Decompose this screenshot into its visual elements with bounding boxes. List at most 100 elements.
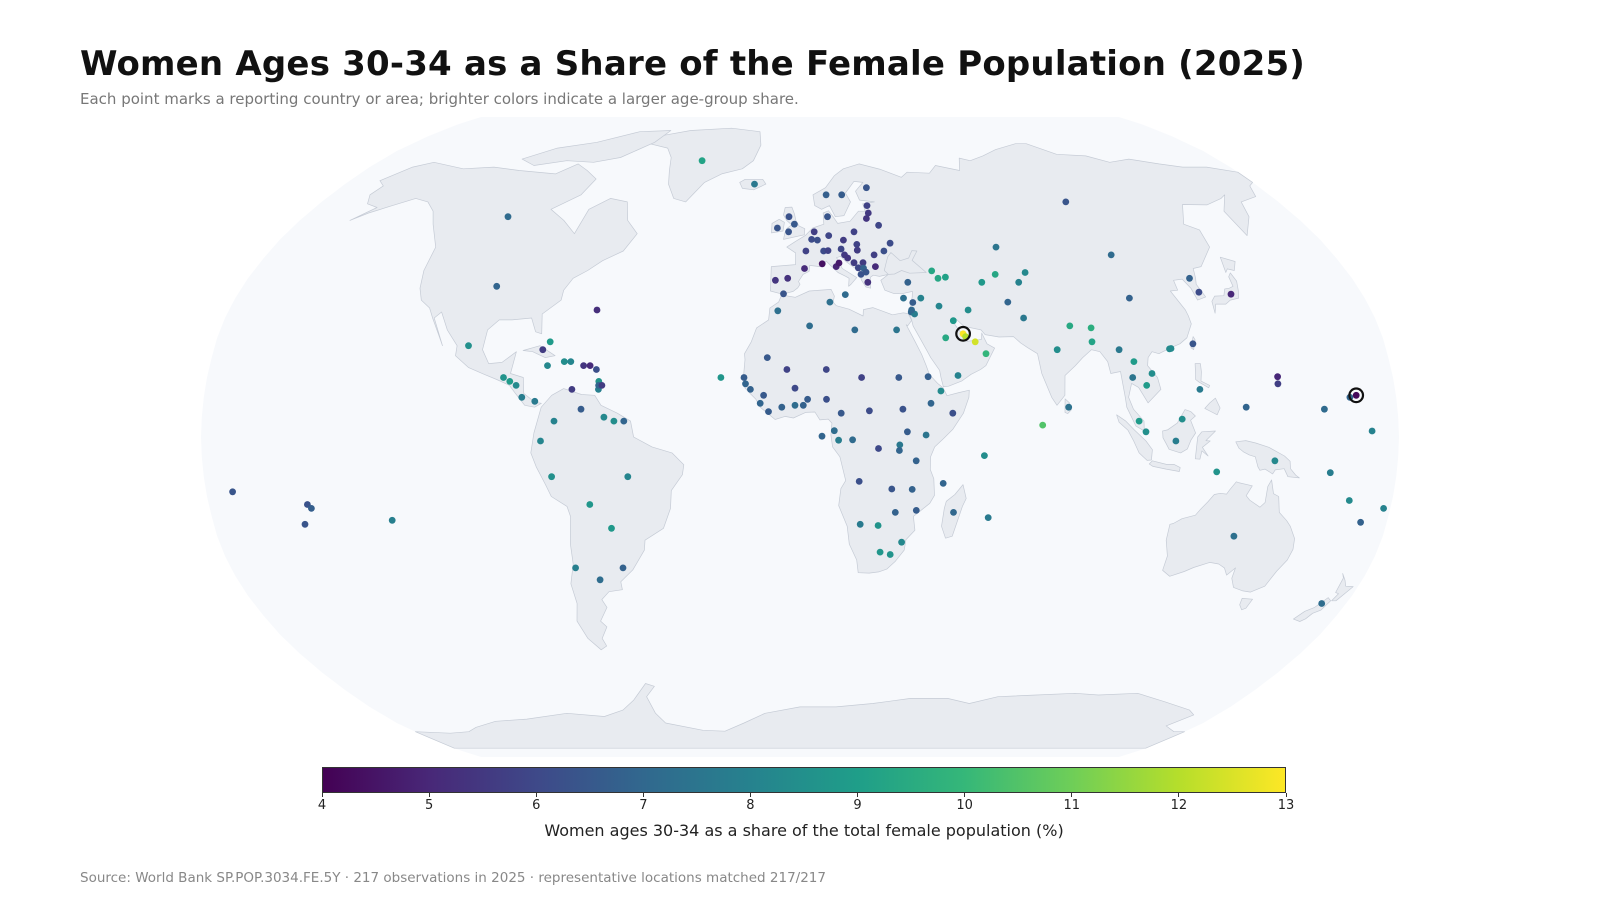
data-point[interactable]: 8.2% <box>600 413 608 421</box>
data-point[interactable]: 5.9% <box>825 232 833 240</box>
data-point[interactable]: 6.2% <box>593 366 600 373</box>
data-point[interactable]: 8.9% <box>546 338 554 346</box>
data-point[interactable]: 8.9% <box>506 378 514 385</box>
data-point[interactable]: 8.5% <box>1142 428 1150 436</box>
data-point[interactable]: 7.7% <box>1196 386 1204 393</box>
data-point[interactable]: 6.7% <box>924 373 932 381</box>
data-point[interactable]: 6.8% <box>619 564 627 572</box>
data-point[interactable]: 8.4% <box>1148 370 1156 377</box>
data-point[interactable]: 7.9% <box>388 516 396 524</box>
data-point[interactable]: 7.3% <box>774 307 782 315</box>
data-point[interactable]: 5.8% <box>802 247 810 255</box>
data-point[interactable]: 7.6% <box>1115 346 1123 354</box>
data-point[interactable]: 5.9% <box>837 245 845 253</box>
data-point[interactable]: 8.4% <box>1053 346 1061 354</box>
data-point[interactable]: 5.4% <box>863 215 870 222</box>
data-point[interactable]: 7.1% <box>504 213 512 221</box>
data-point[interactable]: 5.9% <box>875 221 882 229</box>
data-point[interactable]: 6.9% <box>939 480 947 487</box>
data-point[interactable]: 9.2% <box>1088 338 1096 346</box>
data-point[interactable]: 7.7% <box>856 520 864 528</box>
data-point[interactable]: 8% <box>917 294 925 302</box>
data-point[interactable]: 8.1% <box>537 437 544 445</box>
data-point[interactable]: 8.3% <box>512 382 520 389</box>
data-point[interactable]: 8.2% <box>1021 269 1029 276</box>
data-point[interactable]: 8.4% <box>964 306 972 314</box>
data-point[interactable]: 5.3% <box>864 278 872 286</box>
data-point[interactable]: 9.3% <box>928 267 936 275</box>
data-point[interactable]: 9.9% <box>982 350 990 358</box>
data-point[interactable]: 6.5% <box>791 220 798 228</box>
data-point[interactable]: 6.2% <box>855 478 863 485</box>
data-point[interactable]: 10.5% <box>1039 421 1047 429</box>
data-point[interactable]: 8% <box>1015 278 1023 286</box>
data-point[interactable]: 6.3% <box>785 213 793 221</box>
data-point[interactable]: 8.9% <box>1143 382 1151 389</box>
data-point[interactable]: 6.4% <box>229 488 237 496</box>
data-point[interactable]: 7.6% <box>751 180 758 188</box>
data-point[interactable]: 8.2% <box>544 362 551 369</box>
data-point[interactable]: 5.7% <box>810 228 818 236</box>
data-point[interactable]: 6.6% <box>765 408 772 415</box>
data-point[interactable]: 5.6% <box>850 259 858 267</box>
data-point[interactable]: 6.4% <box>1189 340 1197 348</box>
data-point[interactable]: 6.7% <box>308 505 315 512</box>
data-point[interactable]: 5.9% <box>822 366 830 373</box>
data-point[interactable]: 7.7% <box>984 514 992 521</box>
data-point[interactable]: 7.2% <box>791 401 799 409</box>
data-point[interactable]: 6.4% <box>785 228 792 236</box>
data-point[interactable]: 6.8% <box>1186 274 1193 282</box>
data-point[interactable]: 8.7% <box>876 548 884 556</box>
data-point[interactable]: 5.4% <box>580 362 587 369</box>
data-point[interactable]: 8.6% <box>874 522 882 529</box>
data-point[interactable]: 6.9% <box>1242 403 1250 411</box>
data-point[interactable]: 7.1% <box>1321 405 1328 413</box>
data-point[interactable]: 4.2% <box>1352 391 1360 399</box>
data-point[interactable]: 6.4% <box>824 213 831 221</box>
data-point[interactable]: 7.5% <box>922 431 930 439</box>
data-point[interactable]: 6.9% <box>493 282 501 290</box>
data-point[interactable]: 7.8% <box>1172 437 1180 445</box>
data-point[interactable]: 7.5% <box>1129 374 1137 381</box>
data-point[interactable]: 6.4% <box>301 520 309 528</box>
data-point[interactable]: 6.6% <box>804 395 811 403</box>
data-point[interactable]: 8% <box>954 372 962 379</box>
data-point[interactable]: 6.8% <box>904 278 912 286</box>
data-point[interactable]: 6.3% <box>899 405 907 413</box>
data-point[interactable]: 9.1% <box>942 273 949 281</box>
data-point[interactable]: 6.6% <box>912 507 920 514</box>
data-point[interactable]: 5.4% <box>772 276 779 284</box>
data-point[interactable]: 6% <box>791 384 799 392</box>
data-point[interactable]: 6.9% <box>818 432 826 440</box>
data-point[interactable]: 7.1% <box>851 326 859 334</box>
data-point[interactable]: 4.6% <box>835 259 843 267</box>
data-point[interactable]: 7.1% <box>1107 251 1115 259</box>
data-point[interactable]: 4.4% <box>818 260 826 268</box>
data-point[interactable]: 5.8% <box>824 247 832 255</box>
data-point[interactable]: 6.9% <box>927 399 935 407</box>
data-point[interactable]: 8% <box>550 417 558 425</box>
data-point[interactable]: 7.4% <box>1065 403 1073 411</box>
data-point[interactable]: 8.7% <box>717 374 725 381</box>
data-point[interactable]: 6.9% <box>756 399 764 407</box>
data-point[interactable]: 6.5% <box>837 409 845 417</box>
data-point[interactable]: 6.6% <box>740 374 748 381</box>
data-point[interactable]: 6.8% <box>747 386 754 393</box>
data-point[interactable]: 6.8% <box>912 457 920 465</box>
data-point[interactable]: 6.9% <box>896 447 903 454</box>
data-point[interactable]: 5.6% <box>840 236 847 244</box>
data-point[interactable]: 6.8% <box>891 509 899 516</box>
data-point[interactable]: 7.2% <box>830 427 838 435</box>
data-point[interactable]: 5.1% <box>801 265 808 272</box>
data-point[interactable]: 5.9% <box>854 264 862 272</box>
data-point[interactable]: 8.1% <box>624 473 632 481</box>
data-point[interactable]: 8.6% <box>500 374 507 381</box>
data-point[interactable]: 8.8% <box>949 317 957 325</box>
data-point[interactable]: 9.3% <box>934 274 942 282</box>
data-point[interactable]: 5.1% <box>586 362 594 369</box>
data-point[interactable]: 7.1% <box>841 291 849 298</box>
data-point[interactable]: 8.4% <box>610 417 618 425</box>
data-point[interactable]: 8% <box>1368 427 1376 435</box>
data-point[interactable]: 6.1% <box>808 236 815 243</box>
data-point[interactable]: 7.8% <box>1326 469 1334 477</box>
